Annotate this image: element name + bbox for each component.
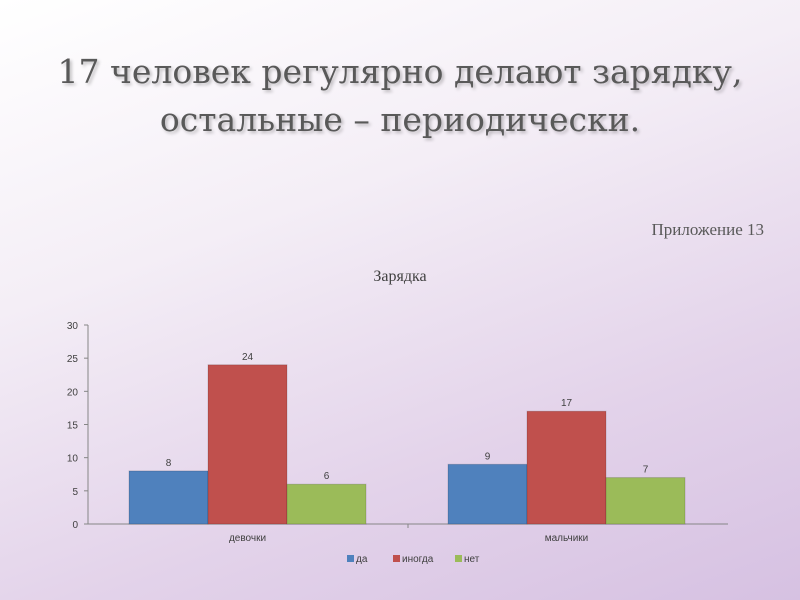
y-tick-label: 10 [67,454,79,465]
legend-label: иногда [402,554,434,565]
data-label: 7 [643,465,649,476]
y-tick-label: 0 [72,520,78,531]
y-tick-label: 20 [67,387,79,398]
y-tick-label: 5 [72,487,78,498]
y-tick-label: 15 [67,421,79,432]
bar [128,470,209,525]
bar [447,463,528,525]
legend-label: нет [464,554,480,565]
bar-chart: 0 5 10 15 20 25 30 8 24 6 девочки 9 17 7 мальчики да ино… [67,321,728,565]
bar [207,364,288,525]
legend-swatch [347,555,354,562]
appendix-label: Приложение 13 [651,220,765,239]
bar [526,410,607,525]
bar [605,477,686,525]
y-tick-label: 30 [67,321,79,332]
data-label: 17 [561,398,573,409]
title-line-2: остальные – периодически. [159,100,641,139]
bar [286,483,367,525]
data-label: 8 [166,458,172,469]
title-line-1: 17 человек регулярно делают зарядку, [57,52,743,91]
data-label: 9 [485,451,491,462]
legend-swatch [455,555,462,562]
legend-swatch [393,555,400,562]
legend-label: да [356,554,368,565]
slide-title: 17 человек регулярно делают зарядку, ост… [0,48,800,144]
x-tick-label: мальчики [545,533,589,544]
y-tick-label: 25 [67,354,79,365]
x-tick-label: девочки [229,533,266,544]
chart-title: Зарядка [373,268,427,285]
data-label: 6 [324,471,330,482]
data-label: 24 [242,352,254,363]
